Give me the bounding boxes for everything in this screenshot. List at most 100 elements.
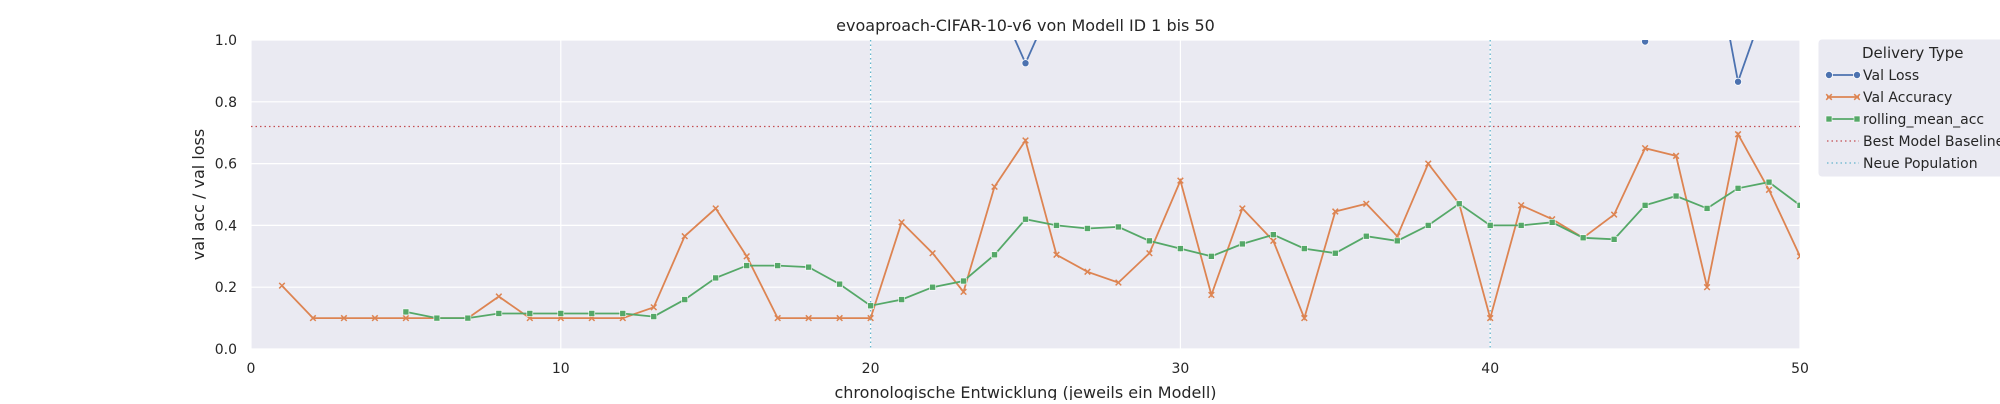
rolling-mean-acc-point (464, 314, 472, 322)
rolling-mean-acc-point (526, 310, 534, 317)
val-accuracy-point (681, 232, 689, 240)
plot-area (251, 40, 1800, 349)
rolling-mean-acc-point (836, 280, 843, 288)
val-accuracy-point (1053, 251, 1060, 259)
legend-entry-rolling-mean-acc-marker (1853, 115, 1861, 123)
val-accuracy-point (402, 314, 410, 322)
val-loss-point (1641, 40, 1650, 46)
rolling-mean-acc-point (712, 274, 720, 282)
rolling-mean-acc-point (1734, 185, 1742, 192)
rolling-mean-acc-point (619, 310, 627, 317)
legend-box (1818, 39, 2000, 177)
rolling-mean-acc-point (743, 262, 750, 269)
legend-entry-neue-population-label: Neue Population (1863, 156, 1978, 172)
rolling-mean-acc-point (1239, 240, 1246, 248)
val-accuracy-point (1362, 200, 1370, 208)
val-accuracy-point (1115, 279, 1122, 286)
val-accuracy-point (309, 314, 317, 322)
rolling-mean-acc-point (1548, 219, 1556, 226)
rolling-mean-acc-point (1270, 231, 1277, 238)
val-accuracy-point (1300, 314, 1308, 322)
val-accuracy-point (1177, 177, 1184, 184)
val-accuracy-point (805, 314, 812, 322)
legend-entry-val-loss-label: Val Loss (1863, 68, 1919, 84)
val-accuracy-point (929, 249, 936, 257)
rolling-mean-acc-point (1765, 178, 1773, 186)
val-accuracy-point (1610, 211, 1618, 218)
val-accuracy-point (743, 252, 751, 260)
rolling-mean-acc-point (805, 263, 812, 271)
rolling-mean-acc-point (960, 277, 967, 285)
rolling-mean-acc-point (1455, 200, 1463, 208)
series-rolling-mean-acc (402, 178, 1800, 322)
rolling-mean-acc-point (991, 251, 998, 259)
legend-entry-val-loss-marker (1853, 71, 1862, 80)
val-accuracy-point (712, 205, 720, 212)
val-accuracy-point (1270, 237, 1277, 245)
rolling-mean-acc-point (1362, 232, 1370, 240)
series-layer (278, 40, 1800, 322)
x-tick-label: 40 (1481, 361, 1499, 377)
val-loss-point (1734, 77, 1743, 86)
reference-lines (251, 40, 1800, 349)
rolling-mean-acc-point (867, 302, 874, 310)
series-val-accuracy (278, 130, 1800, 322)
val-accuracy-point (1239, 205, 1246, 212)
rolling-mean-acc-point (1703, 205, 1711, 212)
legend-entry-val-accuracy-label: Val Accuracy (1863, 90, 1952, 106)
y-tick-label: 0.8 (215, 95, 237, 111)
rolling-mean-acc-point (650, 313, 658, 320)
val-accuracy-point (371, 314, 379, 322)
rolling-mean-acc-point (495, 310, 503, 317)
chart-title: evoaproach-CIFAR-10-v6 von Modell ID 1 b… (836, 16, 1215, 35)
y-tick-label: 0.2 (215, 280, 237, 296)
legend-title: Delivery Type (1862, 44, 1963, 62)
rolling-mean-acc-point (1177, 245, 1184, 252)
rolling-mean-acc-point (681, 296, 689, 303)
grid-lines (250, 39, 1801, 350)
rolling-mean-acc-point (1332, 249, 1339, 257)
legend-entry-rolling-mean-acc: rolling_mean_acc (1825, 112, 1984, 128)
x-tick-label: 0 (247, 361, 256, 377)
tick-labels: 0 10 20 30 40 50 0.0 0.2 0.4 0.6 0.8 1.0 (215, 33, 1809, 377)
rolling-mean-acc-point (402, 308, 410, 316)
val-accuracy-point (278, 282, 286, 289)
rolling-mean-acc-point (774, 262, 781, 269)
rolling-mean-acc-point (929, 283, 936, 291)
rolling-mean-acc-point (1424, 222, 1432, 229)
legend: Delivery Type Val Loss Val Accuracy rolling… (1818, 39, 2000, 177)
y-tick-label: 0.4 (215, 218, 237, 234)
rolling-mean-acc-point (433, 314, 441, 322)
legend-entry-val-loss-marker (1825, 71, 1834, 80)
x-tick-label: 10 (552, 361, 570, 377)
rolling-mean-acc-point (1610, 236, 1618, 243)
val-accuracy-point (1486, 314, 1494, 322)
y-axis-label: val acc / val loss (189, 129, 208, 260)
val-accuracy-point (836, 314, 843, 322)
legend-entry-rolling-mean-acc-marker (1825, 115, 1833, 123)
val-accuracy-point (1641, 144, 1649, 152)
rolling-mean-acc-point (1022, 215, 1029, 223)
rolling-mean-acc-point (1208, 253, 1215, 260)
val-accuracy-line (281, 131, 1800, 322)
x-axis-label: chronologische Entwicklung (jeweils ein … (834, 383, 1216, 400)
rolling-mean-acc-point (1115, 223, 1122, 231)
legend-entry-best-model-baseline-label: Best Model Baseline (1863, 134, 2000, 150)
rolling-mean-acc-point (1053, 222, 1060, 229)
val-loss-point (1021, 59, 1030, 68)
legend-entry-best-model-baseline: Best Model Baseline (1827, 134, 2000, 150)
x-tick-label: 30 (1171, 361, 1189, 377)
legend-entry-val-loss: Val Loss (1825, 68, 1919, 84)
y-tick-label: 0.0 (215, 342, 237, 358)
rolling-mean-acc-point (1517, 222, 1525, 229)
val-accuracy-point (867, 314, 874, 322)
val-accuracy-point (1084, 268, 1091, 276)
val-accuracy-point (1765, 186, 1773, 194)
val-accuracy-point (1146, 249, 1153, 257)
val-accuracy-point (495, 293, 503, 300)
val-accuracy-point (1022, 137, 1029, 144)
rolling-mean-acc-point (1641, 202, 1649, 209)
rolling-mean-acc-point (1579, 234, 1587, 242)
